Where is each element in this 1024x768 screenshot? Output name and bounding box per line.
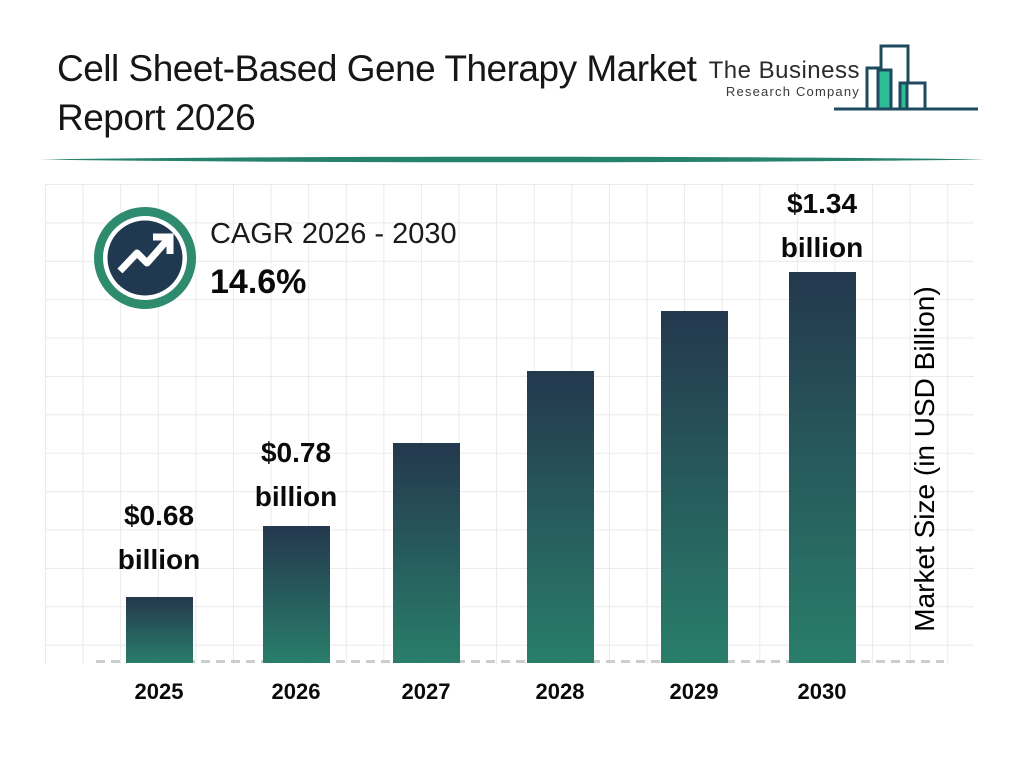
company-name: The Business	[708, 57, 860, 84]
page-title-line2: Report 2026	[57, 97, 256, 138]
page-title: Cell Sheet-Based Gene Therapy Market Rep…	[57, 44, 697, 142]
chart-baseline	[96, 660, 944, 663]
header-divider	[39, 156, 985, 163]
bar-2028	[526, 371, 594, 663]
company-logo-text: The Business Research Company	[709, 58, 860, 100]
value-label-2026: $0.78 billion	[254, 437, 338, 512]
bar-2029	[660, 311, 728, 663]
bar-2025	[125, 597, 193, 663]
value-label-2030: $1.34 billion	[780, 188, 864, 263]
trend-up-icon	[94, 207, 196, 309]
x-axis-label-2030: 2030	[797, 679, 847, 704]
x-axis-label-2026: 2026	[271, 679, 321, 704]
page-title-line1: Cell Sheet-Based Gene Therapy Market	[57, 48, 697, 89]
cagr-value: 14.6%	[210, 263, 307, 301]
x-axis-label-2029: 2029	[669, 679, 719, 704]
x-axis-label-2028: 2028	[535, 679, 585, 704]
bar-2030	[788, 272, 856, 663]
company-subname: Research Company	[725, 84, 860, 99]
bar-2027	[392, 443, 460, 663]
bar-2026	[262, 526, 330, 663]
company-logo: The Business Research Company	[700, 40, 990, 120]
cagr-label: CAGR 2026 - 2030	[210, 218, 457, 250]
value-label-2025: $0.68 billion	[117, 500, 201, 575]
x-axis-label-2027: 2027	[401, 679, 451, 704]
skyline-bars-icon	[834, 44, 978, 111]
x-axis-label-2025: 2025	[134, 679, 184, 704]
y-axis-label: Market Size (in USD Billion)	[909, 286, 940, 632]
